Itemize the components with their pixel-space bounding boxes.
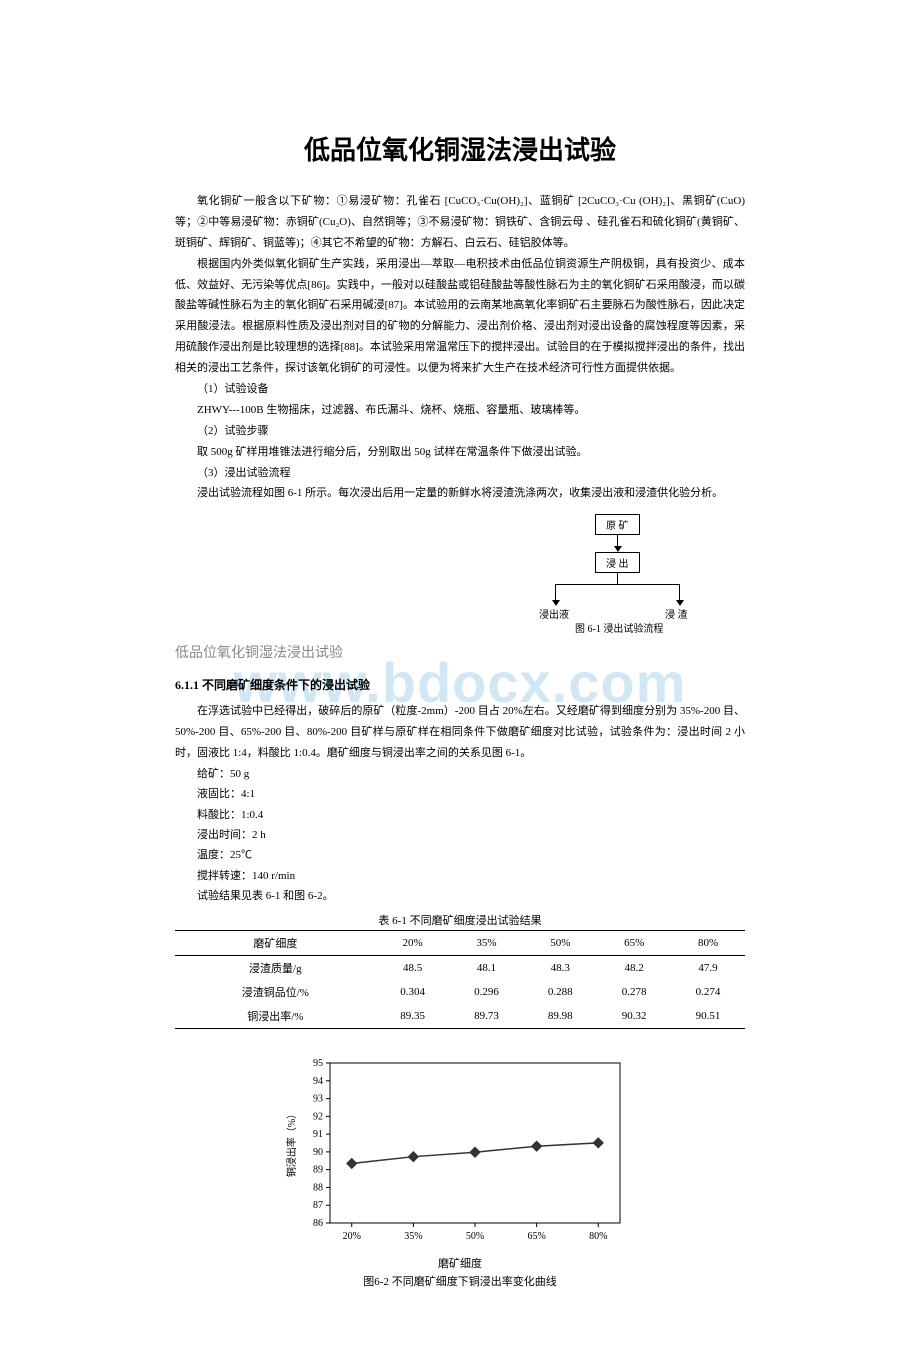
chart-xlabel: 磨矿细度 bbox=[280, 1255, 640, 1271]
section-heading: 6.1.1 不同磨矿细度条件下的浸出试验 bbox=[175, 676, 745, 693]
subsection-3-label: （3）浸出试验流程 bbox=[175, 463, 745, 484]
line-chart: 86 87 88 89 90 91 92 93 94 95 20% 35% 50% 65% 80% 铜浸出率（… bbox=[280, 1053, 640, 1253]
svg-text:93: 93 bbox=[313, 1094, 323, 1105]
param-line: 浸出时间：2 h bbox=[175, 825, 745, 845]
paragraph-1: 氧化铜矿一般含以下矿物：①易浸矿物：孔雀石 [CuCO₃·Cu(OH)₂]、蓝铜… bbox=[175, 191, 745, 254]
table-header-cell: 80% bbox=[671, 931, 745, 956]
table-cell: 0.274 bbox=[671, 980, 745, 1004]
table-cell: 0.304 bbox=[376, 980, 450, 1004]
table-cell: 47.9 bbox=[671, 956, 745, 981]
param-line: 温度：25℃ bbox=[175, 845, 745, 865]
table-cell: 48.2 bbox=[597, 956, 671, 981]
table-cell: 90.51 bbox=[671, 1004, 745, 1029]
svg-text:65%: 65% bbox=[527, 1231, 545, 1242]
param-line: 给矿：50 g bbox=[175, 764, 745, 784]
subtitle-gray: 低品位氧化铜湿法浸出试验 bbox=[175, 642, 745, 662]
table-header-cell: 磨矿细度 bbox=[175, 931, 376, 956]
table-row: 铜浸出率/%89.3589.7389.9890.3290.51 bbox=[175, 1004, 745, 1029]
table-cell: 89.98 bbox=[523, 1004, 597, 1029]
subsection-1-text: ZHWY---100B 生物摇床，过滤器、布氏漏斗、烧杯、烧瓶、容量瓶、玻璃棒等… bbox=[175, 400, 745, 421]
table-header-cell: 50% bbox=[523, 931, 597, 956]
subsection-3-text: 浸出试验流程如图 6-1 所示。每次浸出后用一定量的新鲜水将浸渣洗涤两次，收集浸… bbox=[175, 483, 745, 504]
svg-text:95: 95 bbox=[313, 1058, 323, 1069]
table-cell: 89.35 bbox=[376, 1004, 450, 1029]
svg-text:50%: 50% bbox=[466, 1231, 484, 1242]
table-cell: 90.32 bbox=[597, 1004, 671, 1029]
subsection-2-text: 取 500g 矿样用堆锥法进行缩分后，分别取出 50g 试样在常温条件下做浸出试… bbox=[175, 442, 745, 463]
table-row: 浸渣铜品位/%0.3040.2960.2880.2780.274 bbox=[175, 980, 745, 1004]
table-cell: 0.288 bbox=[523, 980, 597, 1004]
svg-text:20%: 20% bbox=[343, 1231, 361, 1242]
svg-text:35%: 35% bbox=[404, 1231, 422, 1242]
svg-text:80%: 80% bbox=[589, 1231, 607, 1242]
table-cell: 浸渣铜品位/% bbox=[175, 980, 376, 1004]
table-caption: 表 6-1 不同磨矿细度浸出试验结果 bbox=[175, 912, 745, 928]
paragraph-3: 在浮选试验中已经得出，破碎后的原矿（粒度-2mm）-200 目占 20%左右。又… bbox=[175, 701, 745, 764]
svg-text:94: 94 bbox=[313, 1076, 323, 1087]
param-line: 试验结果见表 6-1 和图 6-2。 bbox=[175, 886, 745, 906]
table-cell: 48.3 bbox=[523, 956, 597, 981]
table-row: 浸渣质量/g48.548.148.348.247.9 bbox=[175, 956, 745, 981]
table-cell: 0.296 bbox=[450, 980, 524, 1004]
svg-text:90: 90 bbox=[313, 1147, 323, 1158]
param-line: 搅拌转速：140 r/min bbox=[175, 866, 745, 886]
data-table: 磨矿细度20%35%50%65%80% 浸渣质量/g48.548.148.348… bbox=[175, 930, 745, 1029]
table-cell: 浸渣质量/g bbox=[175, 956, 376, 981]
flowchart-node-liquid: 浸出液 bbox=[539, 606, 569, 621]
table-header-cell: 20% bbox=[376, 931, 450, 956]
table-cell: 0.278 bbox=[597, 980, 671, 1004]
flowchart: 原 矿 浸 出 浸出液 浸 渣 图 6-1 浸出试验流程 bbox=[515, 514, 725, 634]
svg-text:92: 92 bbox=[313, 1112, 323, 1123]
param-line: 料酸比：1:0.4 bbox=[175, 805, 745, 825]
params-list: 给矿：50 g液固比：4:1料酸比：1:0.4浸出时间：2 h温度：25℃搅拌转… bbox=[175, 764, 745, 906]
svg-text:89: 89 bbox=[313, 1165, 323, 1176]
flowchart-caption: 图 6-1 浸出试验流程 bbox=[575, 620, 663, 635]
table-cell: 铜浸出率/% bbox=[175, 1004, 376, 1029]
line-chart-container: 86 87 88 89 90 91 92 93 94 95 20% 35% 50% 65% 80% 铜浸出率（… bbox=[280, 1053, 640, 1289]
flowchart-node-ore: 原 矿 bbox=[595, 514, 640, 535]
svg-text:91: 91 bbox=[313, 1130, 323, 1141]
subsection-1-label: （1）试验设备 bbox=[175, 379, 745, 400]
flowchart-node-leach: 浸 出 bbox=[595, 552, 640, 573]
table-cell: 48.5 bbox=[376, 956, 450, 981]
chart-caption: 图6-2 不同磨矿细度下铜浸出率变化曲线 bbox=[280, 1273, 640, 1289]
svg-text:88: 88 bbox=[313, 1183, 323, 1194]
param-line: 液固比：4:1 bbox=[175, 784, 745, 804]
svg-text:铜浸出率（%）: 铜浸出率（%） bbox=[285, 1109, 298, 1177]
paragraph-2: 根据国内外类似氧化铜矿生产实践，采用浸出—萃取—电积技术由低品位铜资源生产阴极铜… bbox=[175, 254, 745, 379]
svg-text:86: 86 bbox=[313, 1218, 323, 1229]
table-cell: 89.73 bbox=[450, 1004, 524, 1029]
table-header-cell: 35% bbox=[450, 931, 524, 956]
subsection-2-label: （2）试验步骤 bbox=[175, 421, 745, 442]
table-cell: 48.1 bbox=[450, 956, 524, 981]
svg-text:87: 87 bbox=[313, 1201, 323, 1212]
main-title: 低品位氧化铜湿法浸出试验 bbox=[175, 130, 745, 167]
page-container: 低品位氧化铜湿法浸出试验 氧化铜矿一般含以下矿物：①易浸矿物：孔雀石 [CuCO… bbox=[0, 0, 920, 1349]
table-header-cell: 65% bbox=[597, 931, 671, 956]
flowchart-node-residue: 浸 渣 bbox=[665, 606, 688, 621]
